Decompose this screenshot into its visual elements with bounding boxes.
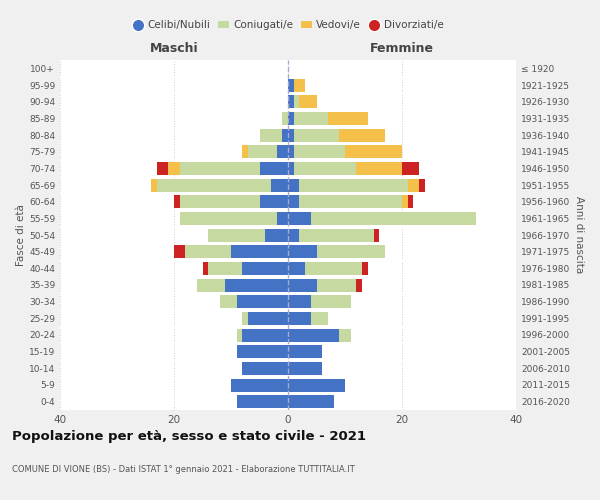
Bar <box>288 212 311 225</box>
Bar <box>373 228 379 241</box>
Bar <box>311 295 350 308</box>
Bar <box>288 295 311 308</box>
Bar <box>236 295 288 308</box>
Bar <box>197 278 226 291</box>
Bar <box>328 112 368 125</box>
Bar <box>288 95 294 108</box>
Bar <box>311 312 328 325</box>
Bar <box>288 362 322 375</box>
Bar <box>288 228 299 241</box>
Legend: Celibi/Nubili, Coniugati/e, Vedovi/e, Divorziati/e: Celibi/Nubili, Coniugati/e, Vedovi/e, Di… <box>128 16 448 34</box>
Bar <box>288 328 340 342</box>
Bar <box>237 328 242 342</box>
Bar <box>311 212 476 225</box>
Text: Popolazione per età, sesso e stato civile - 2021: Popolazione per età, sesso e stato civil… <box>12 430 366 443</box>
Bar <box>305 262 362 275</box>
Bar <box>294 162 356 175</box>
Bar <box>271 178 288 192</box>
Bar <box>226 278 288 291</box>
Bar <box>283 128 288 141</box>
Bar <box>408 178 419 192</box>
Bar <box>294 78 305 92</box>
Bar <box>288 178 299 192</box>
Bar <box>283 112 288 125</box>
Bar <box>288 345 322 358</box>
Bar <box>419 178 425 192</box>
Bar <box>288 312 311 325</box>
Bar <box>288 162 294 175</box>
Bar <box>168 162 180 175</box>
Bar <box>288 112 294 125</box>
Bar <box>220 295 236 308</box>
Bar <box>260 195 288 208</box>
Bar <box>340 128 385 141</box>
Bar <box>356 278 362 291</box>
Bar <box>294 145 345 158</box>
Bar <box>242 312 248 325</box>
Bar <box>242 262 288 275</box>
Bar <box>242 362 288 375</box>
Bar <box>265 228 288 241</box>
Y-axis label: Fasce di età: Fasce di età <box>16 204 26 266</box>
Bar <box>231 245 288 258</box>
Text: Femmine: Femmine <box>370 42 434 55</box>
Bar <box>260 162 288 175</box>
Bar <box>157 178 271 192</box>
Bar <box>362 262 368 275</box>
Bar <box>299 195 402 208</box>
Bar <box>157 162 168 175</box>
Bar <box>288 128 294 141</box>
Bar <box>203 262 208 275</box>
Bar <box>288 262 305 275</box>
Bar <box>180 212 277 225</box>
Bar <box>288 145 294 158</box>
Bar <box>356 162 402 175</box>
Bar <box>402 162 419 175</box>
Bar <box>231 378 288 392</box>
Bar <box>288 195 299 208</box>
Text: Maschi: Maschi <box>149 42 199 55</box>
Bar <box>294 128 340 141</box>
Bar <box>345 145 402 158</box>
Bar <box>408 195 413 208</box>
Bar <box>174 245 185 258</box>
Bar <box>242 145 248 158</box>
Bar <box>317 278 356 291</box>
Bar <box>242 328 288 342</box>
Bar <box>288 245 317 258</box>
Bar <box>151 178 157 192</box>
Bar <box>288 78 294 92</box>
Bar <box>340 328 350 342</box>
Bar <box>317 245 385 258</box>
Bar <box>288 378 345 392</box>
Bar <box>299 95 317 108</box>
Bar <box>180 195 260 208</box>
Bar <box>208 262 242 275</box>
Bar <box>288 278 317 291</box>
Text: COMUNE DI VIONE (BS) - Dati ISTAT 1° gennaio 2021 - Elaborazione TUTTITALIA.IT: COMUNE DI VIONE (BS) - Dati ISTAT 1° gen… <box>12 465 355 474</box>
Bar <box>402 195 408 208</box>
Bar <box>208 228 265 241</box>
Y-axis label: Anni di nascita: Anni di nascita <box>574 196 584 274</box>
Bar <box>260 128 283 141</box>
Bar <box>174 195 180 208</box>
Bar <box>180 162 260 175</box>
Bar <box>294 95 299 108</box>
Bar <box>288 395 334 408</box>
Bar <box>277 212 288 225</box>
Bar <box>299 228 373 241</box>
Bar <box>185 245 231 258</box>
Bar <box>248 145 277 158</box>
Bar <box>277 145 288 158</box>
Bar <box>299 178 408 192</box>
Bar <box>236 395 288 408</box>
Bar <box>294 112 328 125</box>
Bar <box>248 312 288 325</box>
Bar <box>236 345 288 358</box>
